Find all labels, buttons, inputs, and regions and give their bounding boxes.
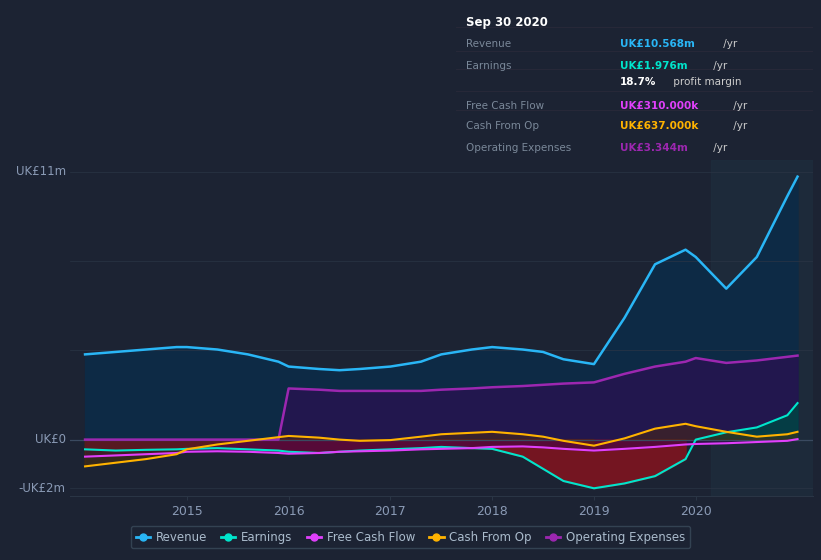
Text: /yr: /yr bbox=[730, 121, 747, 131]
Text: profit margin: profit margin bbox=[670, 77, 741, 87]
Legend: Revenue, Earnings, Free Cash Flow, Cash From Op, Operating Expenses: Revenue, Earnings, Free Cash Flow, Cash … bbox=[131, 526, 690, 548]
Text: Earnings: Earnings bbox=[466, 60, 511, 71]
Text: /yr: /yr bbox=[730, 101, 747, 111]
Text: Sep 30 2020: Sep 30 2020 bbox=[466, 16, 548, 29]
Text: UK£0: UK£0 bbox=[34, 433, 66, 446]
Text: Free Cash Flow: Free Cash Flow bbox=[466, 101, 544, 111]
Bar bbox=[711, 160, 813, 496]
Text: UK£3.344m: UK£3.344m bbox=[620, 143, 688, 153]
Text: Cash From Op: Cash From Op bbox=[466, 121, 539, 131]
Text: UK£310.000k: UK£310.000k bbox=[620, 101, 698, 111]
Text: UK£637.000k: UK£637.000k bbox=[620, 121, 699, 131]
Text: 18.7%: 18.7% bbox=[620, 77, 656, 87]
Text: -UK£2m: -UK£2m bbox=[19, 482, 66, 495]
Text: /yr: /yr bbox=[710, 60, 727, 71]
Text: Revenue: Revenue bbox=[466, 39, 511, 49]
Text: Operating Expenses: Operating Expenses bbox=[466, 143, 571, 153]
Text: UK£11m: UK£11m bbox=[16, 165, 66, 178]
Text: UK£1.976m: UK£1.976m bbox=[620, 60, 687, 71]
Text: /yr: /yr bbox=[720, 39, 737, 49]
Text: /yr: /yr bbox=[710, 143, 727, 153]
Text: UK£10.568m: UK£10.568m bbox=[620, 39, 695, 49]
